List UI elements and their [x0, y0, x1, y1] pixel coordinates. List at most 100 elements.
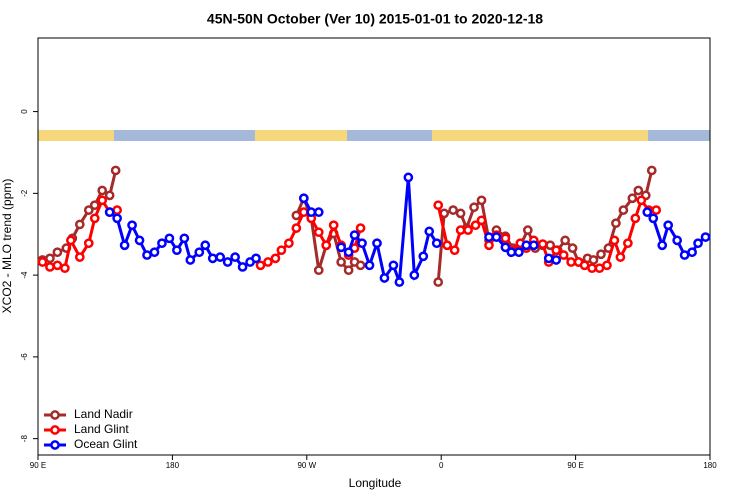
point	[104, 207, 115, 218]
point	[52, 247, 63, 258]
point	[270, 253, 281, 264]
point	[394, 277, 405, 287]
point	[172, 245, 182, 256]
point	[372, 238, 382, 249]
legend-label: Ocean Glint	[74, 437, 138, 451]
point	[112, 213, 122, 224]
point	[484, 232, 494, 242]
point	[602, 260, 612, 271]
ocean-strip	[38, 130, 710, 141]
point	[424, 226, 435, 237]
map-strip	[38, 130, 710, 141]
point	[433, 200, 444, 211]
point	[679, 250, 690, 260]
point	[112, 205, 122, 215]
point	[194, 247, 205, 258]
point	[298, 193, 309, 204]
land-strip	[38, 130, 114, 141]
legend-label: Land Nadir	[74, 407, 133, 421]
point	[500, 242, 511, 253]
point	[566, 257, 576, 267]
point	[179, 233, 190, 244]
point	[646, 165, 657, 176]
legend-label: Land Glint	[74, 422, 129, 436]
point	[455, 208, 466, 219]
point	[663, 220, 674, 231]
point	[558, 250, 569, 260]
point	[157, 238, 167, 249]
point	[110, 165, 121, 176]
point	[537, 239, 548, 249]
point	[648, 213, 659, 224]
x-axis-label: Longitude	[349, 476, 402, 490]
point	[522, 225, 533, 235]
point	[476, 195, 487, 206]
point	[349, 230, 360, 240]
point	[336, 257, 346, 267]
point	[263, 257, 273, 267]
point	[633, 185, 644, 196]
point	[343, 265, 354, 276]
point	[313, 207, 324, 218]
point	[448, 205, 458, 215]
point	[551, 255, 562, 265]
point	[500, 233, 511, 244]
point	[630, 213, 641, 224]
point	[164, 233, 175, 244]
x-tick-label: 180	[166, 461, 180, 470]
point	[514, 247, 524, 258]
point	[687, 247, 697, 258]
y-tick-label: -2	[20, 189, 29, 197]
point	[609, 235, 620, 246]
point	[336, 242, 346, 253]
point	[343, 247, 354, 258]
point	[66, 235, 76, 246]
point	[134, 235, 145, 246]
point	[693, 238, 703, 249]
point	[142, 250, 152, 260]
point	[97, 195, 108, 206]
point	[222, 257, 233, 267]
point	[313, 265, 324, 276]
y-tick-label: -8	[20, 435, 29, 443]
point	[89, 200, 100, 211]
point	[615, 252, 626, 262]
point	[636, 195, 647, 206]
x-tick-label: 0	[439, 461, 444, 470]
x-tick-label: 90 E	[30, 461, 46, 470]
point	[127, 220, 137, 231]
x-tick-label: 90 E	[567, 461, 583, 470]
point	[651, 205, 662, 215]
point	[230, 252, 240, 262]
point	[89, 213, 100, 224]
point	[418, 251, 429, 262]
y-tick-label: -4	[20, 271, 29, 279]
point	[506, 247, 517, 258]
point	[596, 249, 606, 260]
point	[52, 260, 63, 271]
point	[60, 263, 70, 274]
point	[672, 235, 682, 246]
legend-marker	[50, 410, 60, 420]
point	[470, 220, 481, 231]
point	[442, 240, 453, 251]
point	[594, 263, 605, 274]
point	[551, 245, 562, 256]
point	[567, 243, 578, 253]
point	[119, 240, 130, 251]
point	[291, 210, 302, 221]
point	[104, 190, 115, 201]
point	[657, 240, 668, 251]
point	[83, 238, 94, 249]
point	[276, 245, 287, 256]
point	[215, 252, 226, 262]
point	[207, 253, 218, 264]
plot-frame	[37, 37, 711, 456]
point	[587, 263, 597, 274]
point	[97, 185, 108, 196]
point	[463, 225, 473, 235]
point	[355, 223, 366, 233]
point	[379, 273, 390, 283]
point	[579, 260, 590, 271]
point	[623, 238, 633, 249]
